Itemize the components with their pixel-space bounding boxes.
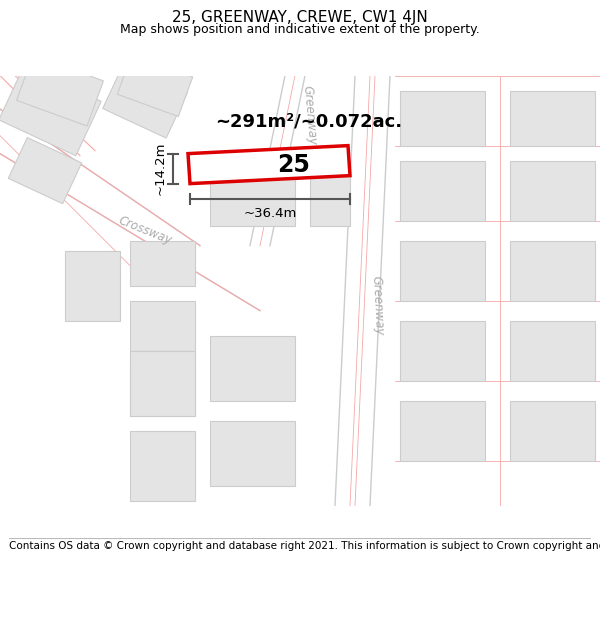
- Polygon shape: [510, 161, 595, 221]
- Polygon shape: [17, 55, 103, 126]
- Text: Map shows position and indicative extent of the property.: Map shows position and indicative extent…: [120, 22, 480, 36]
- Text: 25: 25: [278, 152, 310, 177]
- Polygon shape: [310, 171, 350, 226]
- Polygon shape: [510, 241, 595, 301]
- Polygon shape: [130, 301, 195, 351]
- Text: Crossway: Crossway: [116, 214, 173, 248]
- Polygon shape: [0, 66, 101, 156]
- Polygon shape: [400, 241, 485, 301]
- Polygon shape: [8, 138, 82, 204]
- Text: Greenway: Greenway: [370, 276, 386, 336]
- Polygon shape: [117, 55, 193, 116]
- Polygon shape: [400, 161, 485, 221]
- Polygon shape: [188, 146, 350, 184]
- Polygon shape: [65, 251, 120, 321]
- Text: ~36.4m: ~36.4m: [244, 207, 296, 219]
- Polygon shape: [510, 321, 595, 381]
- Polygon shape: [400, 91, 485, 146]
- Polygon shape: [400, 401, 485, 461]
- Polygon shape: [210, 336, 295, 401]
- Polygon shape: [130, 366, 195, 416]
- Polygon shape: [510, 401, 595, 461]
- Polygon shape: [210, 421, 295, 486]
- Polygon shape: [400, 321, 485, 381]
- Polygon shape: [210, 171, 295, 226]
- Text: ~14.2m: ~14.2m: [154, 142, 167, 196]
- Text: Greenway: Greenway: [301, 85, 319, 146]
- Text: 25, GREENWAY, CREWE, CW1 4JN: 25, GREENWAY, CREWE, CW1 4JN: [172, 10, 428, 25]
- Polygon shape: [510, 91, 595, 146]
- Polygon shape: [130, 241, 195, 286]
- Polygon shape: [103, 63, 187, 138]
- Polygon shape: [130, 431, 195, 501]
- Text: ~291m²/~0.072ac.: ~291m²/~0.072ac.: [215, 112, 402, 131]
- Polygon shape: [130, 351, 195, 416]
- Text: Contains OS data © Crown copyright and database right 2021. This information is : Contains OS data © Crown copyright and d…: [9, 541, 600, 551]
